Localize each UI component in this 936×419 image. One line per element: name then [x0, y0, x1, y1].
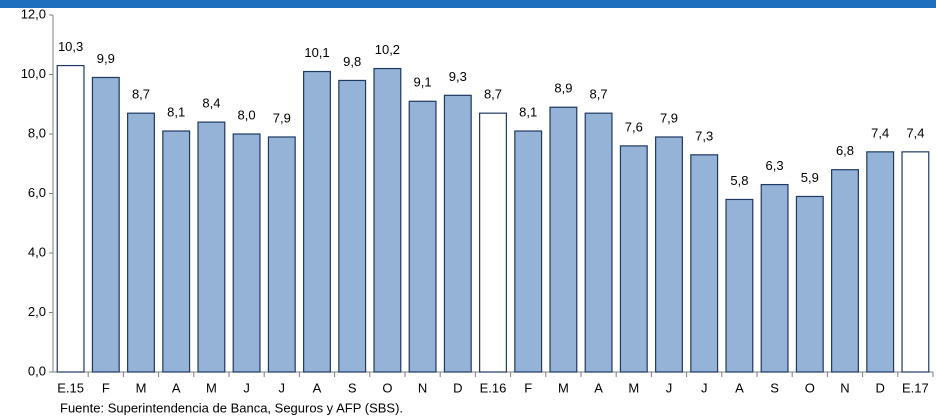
x-tick-label: A [735, 380, 744, 395]
value-label: 7,3 [695, 128, 713, 143]
bar [127, 112, 155, 373]
value-label: 10,1 [304, 45, 329, 60]
x-tick-label: F [524, 380, 532, 395]
value-label: 7,6 [625, 119, 643, 134]
x-tick-label: A [313, 380, 322, 395]
x-tick-label: S [348, 380, 357, 395]
bar [655, 136, 683, 373]
bar [549, 106, 578, 373]
bar [373, 67, 402, 373]
bar [479, 112, 507, 373]
x-tick-label: M [136, 380, 147, 395]
x-tick-label: S [770, 380, 779, 395]
value-label: 9,8 [343, 54, 361, 69]
x-tick-label: J [279, 380, 286, 395]
y-tick-label: 2,0 [28, 304, 46, 319]
x-tick-label: D [453, 380, 462, 395]
bar [795, 195, 824, 373]
value-label: 7,4 [871, 125, 889, 140]
x-tick-label: D [876, 380, 885, 395]
bar [91, 76, 120, 373]
bar [584, 112, 613, 373]
x-tick-label: J [666, 380, 673, 395]
value-label: 9,1 [414, 75, 432, 90]
y-tick-label: 0,0 [28, 363, 46, 378]
value-label: 7,9 [273, 110, 291, 125]
value-label: 6,3 [766, 158, 784, 173]
value-label: 8,7 [590, 87, 608, 102]
bar [338, 79, 367, 373]
value-label: 7,4 [906, 125, 924, 140]
bar [690, 154, 719, 373]
value-label: 8,7 [484, 87, 502, 102]
value-label: 6,8 [836, 143, 854, 158]
x-tick-label: M [558, 380, 569, 395]
x-tick-label: A [172, 380, 181, 395]
value-label: 9,9 [97, 51, 115, 66]
bar [831, 169, 859, 373]
bar [443, 94, 472, 373]
x-tick-label: J [243, 380, 250, 395]
value-label: 8,7 [132, 87, 150, 102]
bar [725, 198, 754, 373]
bar [162, 130, 191, 373]
value-label: 5,8 [730, 173, 748, 188]
value-label: 8,1 [167, 104, 185, 119]
bar [619, 145, 648, 373]
x-tick-label: N [418, 380, 427, 395]
value-label: 10,2 [375, 42, 400, 57]
bar [514, 130, 543, 373]
x-tick-label: M [206, 380, 217, 395]
value-label: 8,9 [554, 81, 572, 96]
bar [232, 133, 261, 373]
value-label: 8,0 [238, 107, 256, 122]
y-tick-label: 8,0 [28, 125, 46, 140]
bar [56, 64, 85, 373]
x-tick-label: E.15 [57, 380, 84, 395]
bar [866, 151, 895, 373]
y-tick-label: 6,0 [28, 185, 46, 200]
bar [267, 136, 296, 373]
x-tick-label: M [628, 380, 639, 395]
x-tick-label: E.17 [902, 380, 929, 395]
y-tick-label: 12,0 [21, 6, 46, 21]
bar [303, 70, 331, 373]
value-label: 10,3 [58, 39, 83, 54]
value-label: 8,1 [519, 104, 537, 119]
bar [408, 100, 437, 373]
value-label: 7,9 [660, 110, 678, 125]
x-tick-label: N [840, 380, 849, 395]
value-label: 9,3 [449, 69, 467, 84]
x-tick-label: O [805, 380, 815, 395]
x-tick-label: F [102, 380, 110, 395]
source-note: Fuente: Superintendencia de Banca, Segur… [60, 400, 403, 415]
x-tick-label: A [594, 380, 603, 395]
header-band [0, 0, 936, 8]
bar [197, 121, 226, 373]
value-label: 8,4 [202, 96, 220, 111]
y-tick-label: 4,0 [28, 244, 46, 259]
x-tick-label: E.16 [480, 380, 507, 395]
bar [901, 151, 930, 373]
bar [760, 183, 789, 373]
y-tick-label: 10,0 [21, 66, 46, 81]
x-tick-label: O [382, 380, 392, 395]
x-tick-label: J [701, 380, 708, 395]
value-label: 5,9 [801, 170, 819, 185]
